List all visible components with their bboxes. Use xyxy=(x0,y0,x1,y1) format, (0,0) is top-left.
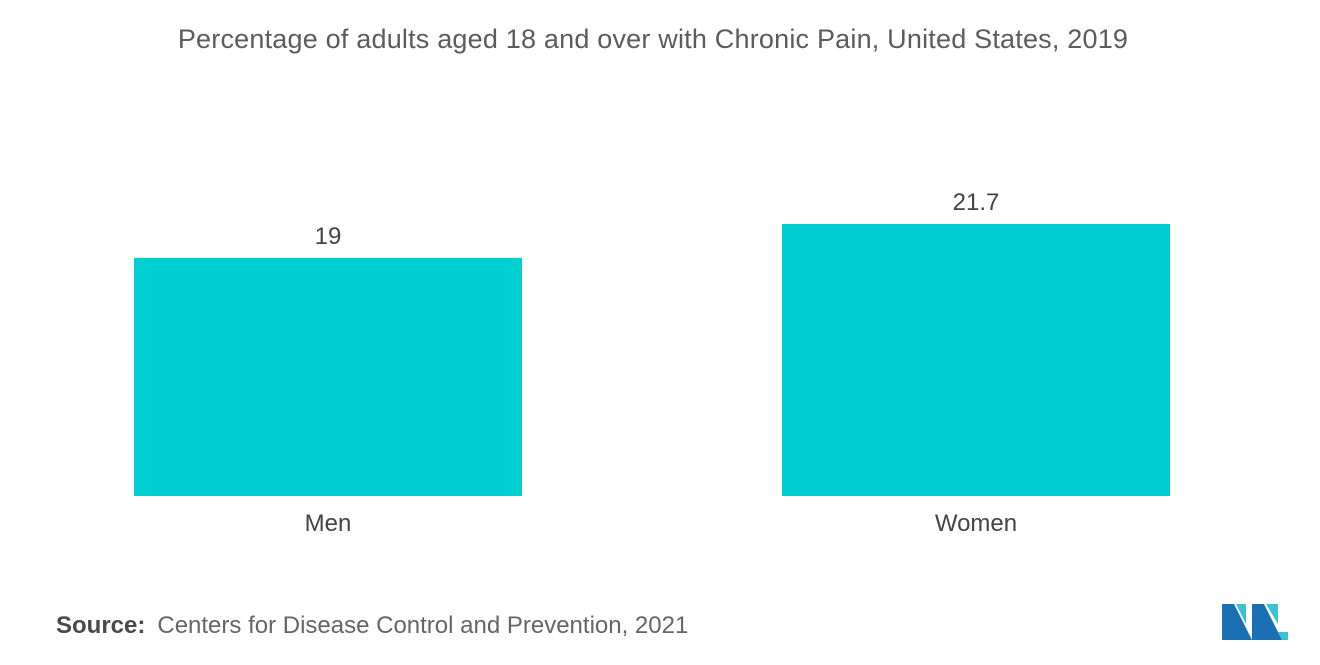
bar-women xyxy=(782,224,1170,496)
data-label-women: 21.7 xyxy=(953,189,1000,216)
chart-title: Percentage of adults aged 18 and over wi… xyxy=(177,24,1129,54)
source-note: Source: Centers for Disease Control and P… xyxy=(56,612,688,640)
bar-men xyxy=(134,257,522,496)
category-label-men: Men xyxy=(305,510,352,537)
category-label-women: Women xyxy=(935,510,1017,537)
data-label-men: 19 xyxy=(315,223,342,250)
mordor-intelligence-logo-icon xyxy=(1222,604,1288,640)
source-text: Centers for Disease Control and Preventi… xyxy=(157,612,689,639)
source-label: Source: xyxy=(56,612,146,639)
